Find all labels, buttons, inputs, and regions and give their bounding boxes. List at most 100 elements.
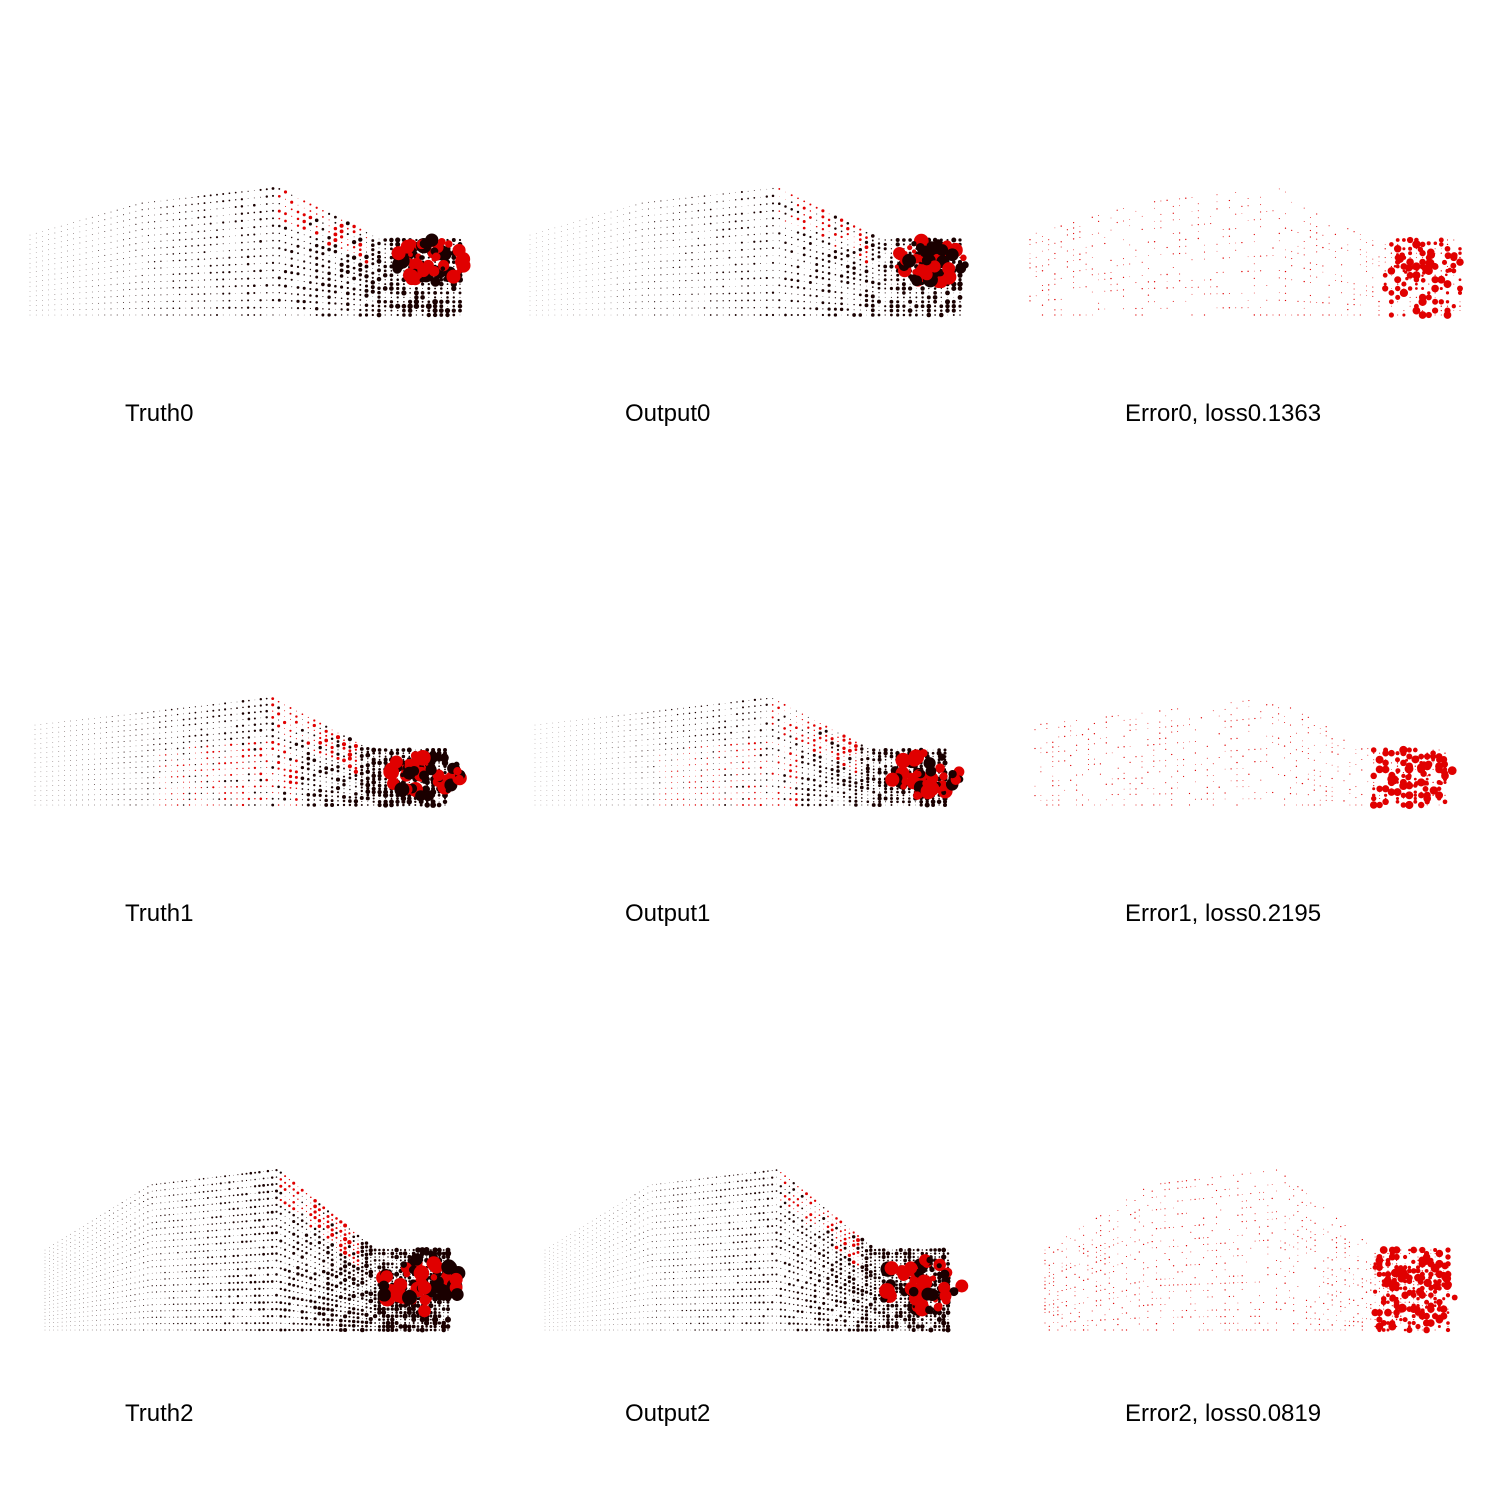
output-point (765, 203, 768, 205)
output-point (691, 224, 693, 226)
truth-point (91, 222, 93, 224)
truth-point (340, 219, 343, 221)
truth-point (371, 257, 374, 261)
output-point (790, 278, 794, 282)
error-point (1178, 232, 1181, 234)
output-point (890, 239, 893, 241)
output-point (716, 236, 718, 239)
truth-point (203, 209, 206, 211)
output-point (784, 249, 787, 251)
output-point (840, 263, 843, 266)
truth-point (300, 765, 305, 770)
output-point (554, 243, 556, 244)
error-point (1278, 270, 1280, 271)
truth-point (296, 210, 300, 214)
output-point (671, 793, 673, 795)
output-point (598, 238, 599, 240)
output-point (542, 241, 543, 242)
error-point (1104, 308, 1106, 310)
truth-point (58, 746, 60, 748)
truth-point (339, 262, 344, 267)
output-point (865, 251, 868, 254)
truth-point (390, 278, 393, 282)
error-point (1253, 292, 1255, 294)
truth-point (302, 751, 303, 752)
truth-point (60, 272, 62, 274)
truth-point (352, 246, 356, 249)
truth-point (135, 799, 137, 801)
output-point (685, 239, 687, 240)
error-front-point (1421, 274, 1424, 277)
error-point (1278, 299, 1280, 301)
truth-point (73, 298, 74, 300)
truth-point (253, 190, 255, 192)
output-point (858, 248, 862, 252)
truth-point (376, 312, 382, 318)
truth-point (178, 232, 181, 234)
truth-point (309, 281, 312, 284)
output-point (617, 773, 619, 774)
error-point (1297, 232, 1299, 234)
output-point (889, 264, 894, 269)
error-point (1431, 307, 1439, 314)
truth-point (172, 294, 174, 295)
truth-point (210, 201, 212, 204)
truth-point (288, 780, 293, 784)
truth-point (253, 729, 257, 732)
output-point (760, 307, 761, 308)
output-point (821, 301, 825, 305)
truth-point (309, 210, 312, 212)
output-point (671, 776, 673, 778)
truth-point (348, 749, 352, 753)
truth-point (440, 296, 442, 298)
truth-point (278, 284, 281, 287)
truth-point (182, 775, 185, 778)
truth-point (104, 254, 106, 256)
truth-point (390, 314, 393, 316)
truth-point (408, 781, 410, 784)
output-point (747, 285, 749, 287)
error-point (1260, 270, 1262, 272)
truth-point (407, 303, 413, 309)
error-point (1197, 203, 1199, 205)
truth-point (52, 799, 54, 801)
truth-point (336, 795, 340, 798)
truth-point (100, 804, 101, 806)
truth-point (29, 286, 31, 288)
truth-point (248, 786, 250, 787)
truth-point (301, 804, 304, 806)
truth-point (159, 782, 161, 784)
output-point (866, 314, 867, 316)
truth-point (340, 302, 343, 305)
output-point (784, 307, 787, 309)
error-point (1185, 252, 1187, 254)
output-point (710, 265, 712, 267)
truth-point (48, 249, 50, 251)
output-point (859, 273, 862, 276)
truth-point (197, 314, 200, 316)
truth-point (194, 752, 196, 754)
error-point (1228, 235, 1231, 237)
output-point (691, 272, 693, 275)
truth-point (366, 241, 367, 243)
truth-point (278, 239, 281, 242)
truth-point (439, 291, 443, 295)
truth-point (241, 749, 245, 752)
truth-point (236, 756, 238, 757)
output-point (542, 309, 543, 311)
output-point (691, 231, 693, 233)
output-point (600, 727, 601, 729)
output-point (647, 804, 649, 806)
error-point (1391, 288, 1392, 289)
truth-point (384, 279, 386, 281)
truth-point (48, 304, 50, 306)
truth-point (359, 293, 362, 296)
output-point (529, 272, 531, 273)
output-point (617, 762, 619, 764)
truth-point (253, 197, 255, 199)
truth-point (445, 312, 450, 318)
truth-point (197, 224, 199, 225)
output-front-point (945, 248, 959, 262)
output-point (903, 301, 905, 303)
output-point (878, 269, 880, 272)
